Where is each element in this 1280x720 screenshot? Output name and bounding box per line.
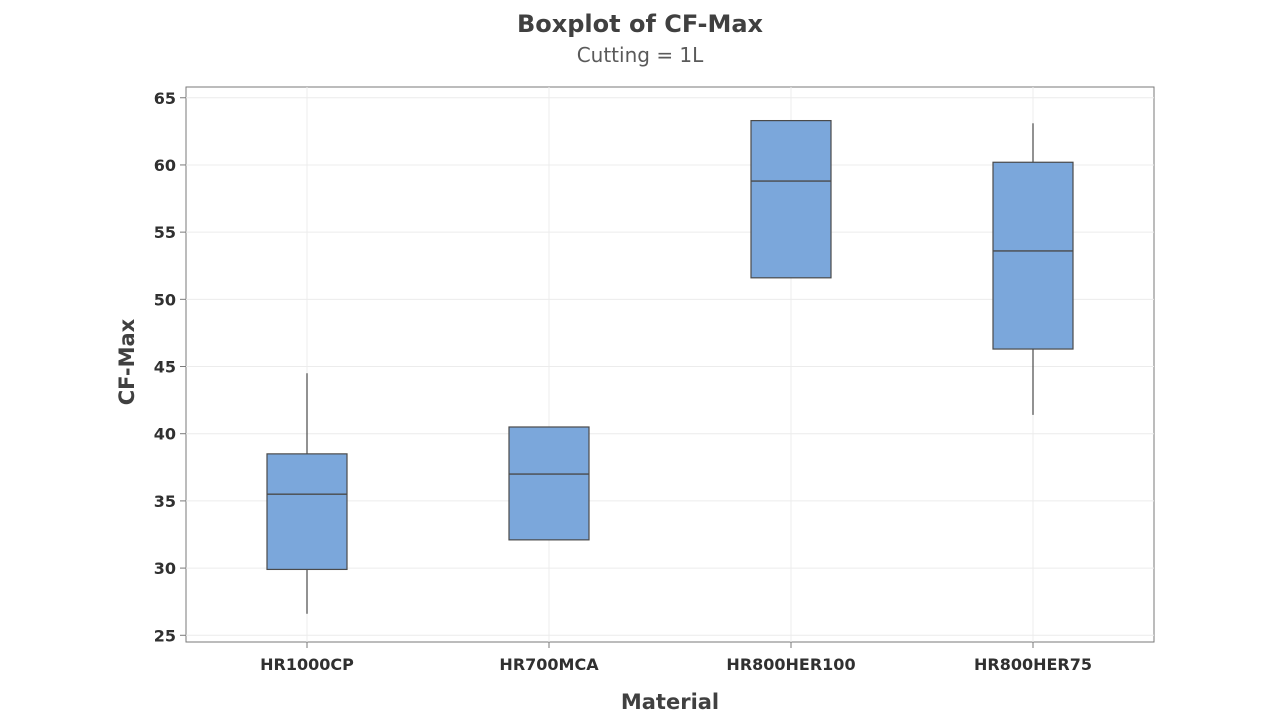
y-tick-label: 40 (154, 425, 176, 444)
x-tick-label: HR800HER75 (974, 655, 1092, 674)
box-hr800her75 (992, 123, 1074, 415)
x-tick-label: HR700MCA (499, 655, 599, 674)
y-axis-ticks: 25 30 35 40 45 50 55 60 65 (154, 89, 186, 645)
boxes (266, 119, 1074, 614)
iqr-box (508, 426, 590, 541)
y-tick-label: 35 (154, 492, 176, 511)
x-axis-label: Material (621, 690, 719, 714)
chart-subtitle: Cutting = 1L (577, 43, 704, 67)
y-tick-label: 30 (154, 559, 176, 578)
iqr-box (266, 453, 348, 571)
chart-title: Boxplot of CF-Max (517, 10, 764, 38)
y-tick-label: 65 (154, 89, 176, 108)
x-axis-ticks: HR1000CP HR700MCA HR800HER100 HR800HER75 (260, 642, 1092, 674)
iqr-box (750, 119, 832, 279)
box-hr700mca (508, 426, 590, 541)
x-tick-label: HR1000CP (260, 655, 354, 674)
box-hr800her100 (750, 119, 832, 279)
y-tick-label: 25 (154, 626, 176, 645)
y-axis-label: CF-Max (115, 318, 139, 405)
x-tick-label: HR800HER100 (726, 655, 855, 674)
box-hr1000cp (266, 373, 348, 614)
y-tick-label: 60 (154, 156, 176, 175)
y-tick-label: 55 (154, 223, 176, 242)
y-tick-label: 50 (154, 290, 176, 309)
iqr-box (992, 161, 1074, 350)
y-tick-label: 45 (154, 358, 176, 377)
